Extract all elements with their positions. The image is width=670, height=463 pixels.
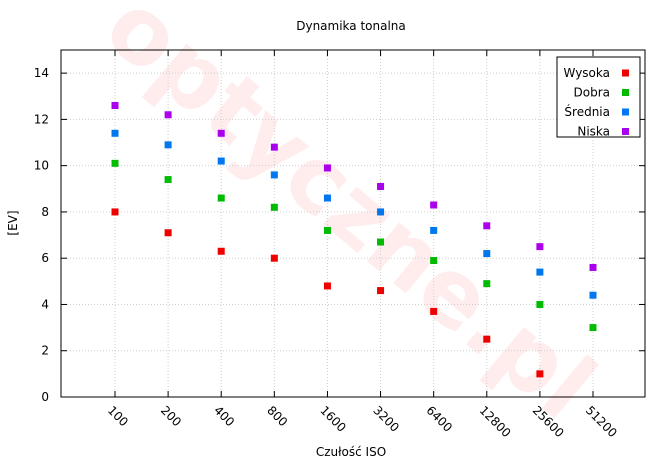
data-point-dobra — [323, 226, 331, 234]
legend-label: Wysoka — [564, 66, 610, 80]
plot-area — [60, 49, 646, 398]
y-axis-label: [EV] — [6, 210, 20, 235]
data-point-wysoka — [164, 229, 172, 237]
watermark: optyczne.pl — [86, 0, 615, 440]
data-point-średnia — [377, 208, 385, 216]
data-point-wysoka — [111, 208, 119, 216]
legend-marker — [622, 89, 629, 96]
data-point-niska — [164, 111, 172, 119]
x-tick-label: 800 — [264, 403, 290, 429]
x-tick-label: 400 — [211, 403, 237, 429]
data-point-niska — [270, 143, 278, 151]
grid — [61, 50, 645, 397]
data-point-dobra — [536, 300, 544, 308]
x-tick-label: 1600 — [317, 403, 348, 434]
data-point-wysoka — [483, 335, 491, 343]
x-axis-label: Czułość ISO — [316, 445, 386, 459]
data-point-niska — [377, 182, 385, 190]
y-tick-label: 0 — [41, 390, 49, 404]
y-tick-label: 4 — [41, 297, 49, 311]
data-point-dobra — [589, 324, 597, 332]
legend-label: Średnia — [564, 104, 610, 119]
data-point-dobra — [430, 257, 438, 265]
data-point-dobra — [483, 280, 491, 288]
data-point-dobra — [111, 159, 119, 167]
data-point-średnia — [536, 268, 544, 276]
data-point-wysoka — [270, 254, 278, 262]
y-tick-label: 8 — [41, 205, 49, 219]
y-tick-label: 2 — [41, 344, 49, 358]
data-point-średnia — [589, 291, 597, 299]
data-point-średnia — [430, 226, 438, 234]
data-point-średnia — [270, 171, 278, 179]
x-tick-label: 12800 — [477, 403, 514, 440]
x-tick-label: 3200 — [370, 403, 401, 434]
data-point-średnia — [111, 129, 119, 137]
data-point-wysoka — [217, 247, 225, 255]
data-point-dobra — [217, 194, 225, 202]
x-tick-label: 100 — [105, 403, 131, 429]
x-tick-label: 51200 — [583, 403, 620, 440]
y-tick-label: 12 — [34, 112, 49, 126]
legend-marker — [622, 108, 629, 116]
data-point-średnia — [217, 157, 225, 165]
y-tick-label: 14 — [34, 66, 49, 80]
y-tick-label: 6 — [41, 251, 49, 265]
data-point-średnia — [323, 194, 331, 202]
y-axis: 0 2 4 6 8 10 12 14 — [34, 66, 645, 404]
data-point-niska — [111, 102, 119, 110]
legend-label: Niska — [577, 125, 610, 139]
data-point-dobra — [164, 176, 172, 184]
data-point-niska — [483, 222, 491, 230]
data-points — [111, 102, 597, 378]
data-point-wysoka — [536, 370, 544, 378]
legend-marker — [622, 128, 629, 135]
x-tick-label: 200 — [158, 403, 184, 429]
legend-marker — [622, 69, 629, 77]
data-point-niska — [217, 129, 225, 137]
x-tick-label: 6400 — [424, 403, 455, 434]
legend: Wysoka Dobra Średnia Niska — [556, 56, 641, 139]
data-point-niska — [536, 243, 544, 251]
data-point-średnia — [164, 141, 172, 149]
data-point-dobra — [377, 238, 385, 246]
chart-title: Dynamika tonalna — [296, 19, 406, 33]
data-point-niska — [323, 164, 331, 172]
data-point-wysoka — [323, 282, 331, 290]
data-point-wysoka — [430, 307, 438, 315]
data-point-niska — [430, 201, 438, 209]
data-point-wysoka — [377, 287, 385, 295]
data-point-średnia — [483, 250, 491, 258]
svg-text:optyczne.pl: optyczne.pl — [86, 0, 615, 440]
data-point-dobra — [270, 203, 278, 211]
legend-label: Dobra — [574, 86, 611, 100]
y-tick-label: 10 — [34, 159, 49, 173]
data-point-niska — [589, 263, 597, 271]
